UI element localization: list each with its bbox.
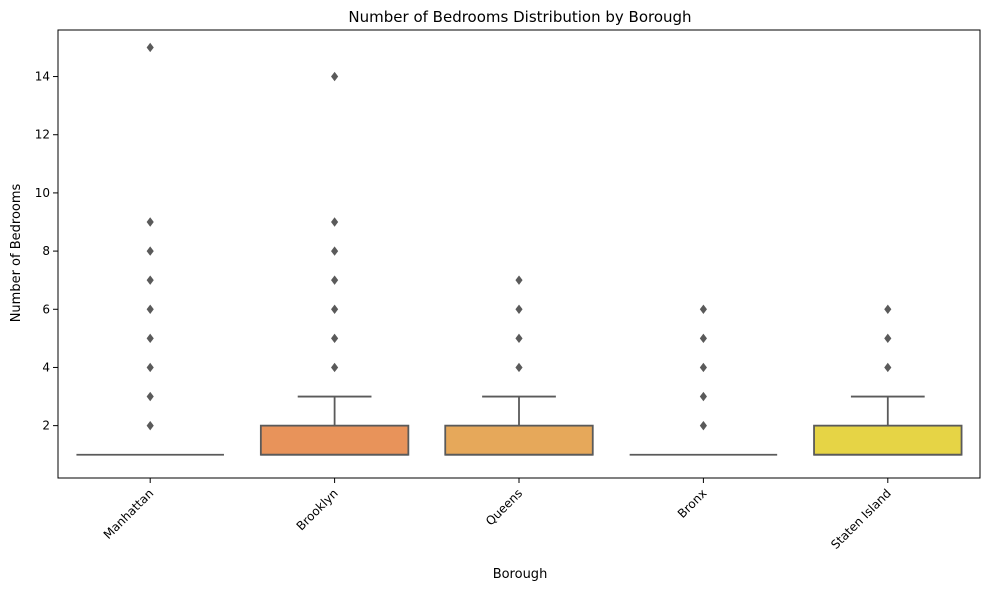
box-group-manhattan	[76, 42, 224, 456]
y-tick-label: 8	[42, 244, 50, 258]
plot-frame	[57, 29, 981, 479]
outlier-point	[331, 71, 339, 82]
outlier-point	[331, 304, 339, 314]
box-group-staten-island	[813, 304, 963, 456]
y-tick-label: 10	[35, 186, 50, 200]
outlier-point	[146, 420, 154, 431]
outlier-point	[146, 362, 154, 373]
outlier-point	[515, 333, 523, 344]
outlier-point	[146, 333, 154, 344]
y-tick-label: 6	[42, 302, 50, 316]
outlier-point	[699, 304, 707, 314]
y-tick-label: 4	[42, 360, 50, 374]
outlier-point	[515, 304, 523, 314]
box-body	[444, 424, 594, 456]
x-tick-label: Queens	[483, 486, 525, 528]
outlier-point	[699, 420, 707, 431]
chart-title: Number of Bedrooms Distribution by Borou…	[348, 8, 691, 26]
outlier-point	[146, 217, 154, 227]
outlier-point	[146, 246, 154, 256]
outlier-point	[884, 362, 892, 373]
outlier-point	[515, 362, 523, 373]
box-body	[259, 424, 410, 456]
x-axis-label: Borough	[493, 567, 548, 582]
box-body	[813, 424, 963, 456]
outlier-point	[146, 275, 154, 285]
x-tick-label: Brooklyn	[294, 486, 341, 533]
y-tick-label: 12	[35, 128, 50, 142]
outlier-point	[699, 362, 707, 373]
outlier-point	[699, 391, 707, 402]
outlier-point	[331, 275, 339, 285]
x-tick-label: Manhattan	[101, 486, 157, 542]
outlier-point	[146, 391, 154, 402]
outlier-point	[331, 362, 339, 373]
outlier-point	[331, 333, 339, 344]
box-group-queens	[444, 275, 594, 456]
y-axis-label: Number of Bedrooms	[9, 183, 24, 322]
x-tick-label: Bronx	[675, 486, 710, 521]
outlier-point	[331, 246, 339, 256]
y-tick-label: 14	[35, 70, 50, 84]
outlier-point	[884, 333, 892, 344]
box-group-brooklyn	[259, 71, 410, 456]
outlier-point	[699, 333, 707, 344]
box-group-bronx	[629, 304, 778, 456]
outlier-point	[515, 275, 523, 285]
x-tick-label: Staten Island	[828, 486, 894, 552]
outlier-point	[146, 42, 154, 53]
outlier-point	[331, 217, 339, 227]
outlier-point	[884, 304, 892, 314]
outlier-point	[146, 304, 154, 314]
y-tick-label: 2	[42, 419, 50, 433]
